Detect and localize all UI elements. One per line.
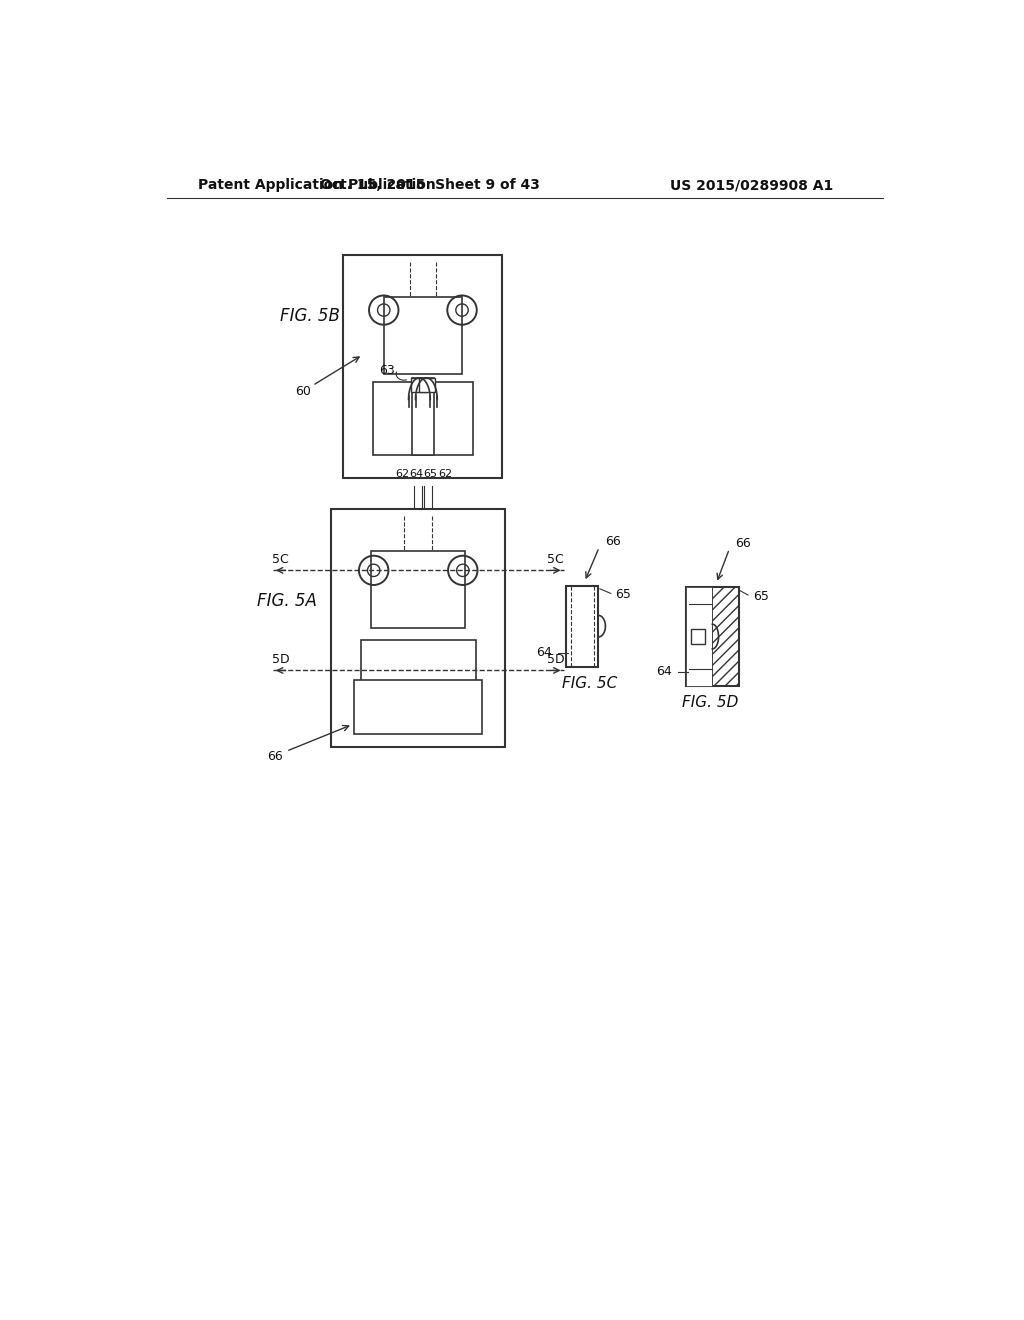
Text: FIG. 5A: FIG. 5A [257,593,317,610]
Bar [411,378,426,392]
Text: 65: 65 [753,590,769,603]
Text: 66: 66 [267,750,283,763]
Text: 65: 65 [423,469,437,479]
Text: 5D: 5D [271,653,290,667]
Text: 63: 63 [379,363,394,376]
Text: 64: 64 [656,665,672,678]
Bar [354,680,482,734]
Text: US 2015/0289908 A1: US 2015/0289908 A1 [671,178,834,193]
Text: FIG. 5B: FIG. 5B [280,308,340,325]
Bar [384,297,462,374]
Bar [360,640,476,713]
Text: 66: 66 [605,536,622,548]
Bar [420,378,435,392]
Bar [331,508,506,747]
Bar [372,552,465,628]
Bar [566,586,598,667]
Bar [686,587,738,686]
Bar [713,587,738,686]
Bar [412,378,434,455]
Text: FIG. 5D: FIG. 5D [682,696,738,710]
Text: 5D: 5D [547,653,564,667]
Text: 66: 66 [735,537,752,550]
Text: 62: 62 [438,469,453,479]
Text: Patent Application Publication: Patent Application Publication [198,178,435,193]
Text: 64: 64 [410,469,423,479]
Text: 5C: 5C [272,553,289,566]
Bar [373,381,473,455]
Text: 5C: 5C [548,553,564,566]
Text: 60: 60 [295,385,311,399]
Text: 64: 64 [537,647,552,659]
Text: 65: 65 [615,589,632,602]
Text: Oct. 15, 2015  Sheet 9 of 43: Oct. 15, 2015 Sheet 9 of 43 [321,178,541,193]
Bar [343,255,503,478]
Text: 62: 62 [395,469,410,479]
Text: FIG. 5C: FIG. 5C [562,676,617,692]
Bar [690,628,705,644]
Bar [686,587,713,686]
